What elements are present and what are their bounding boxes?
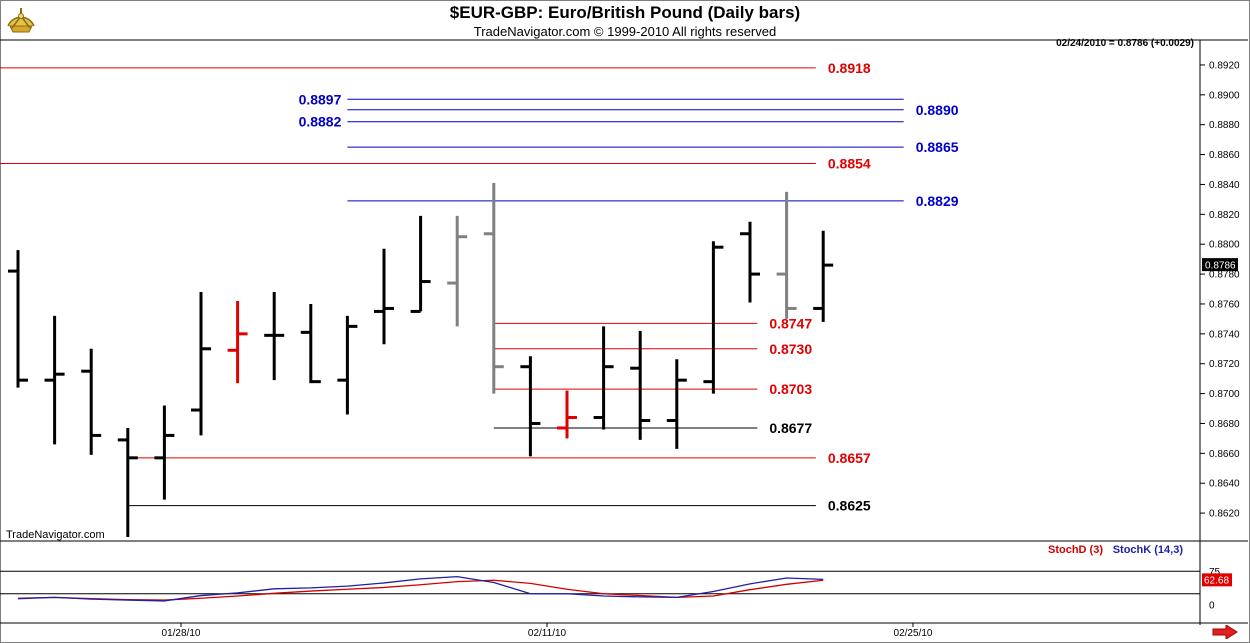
price-tick-label: 0.8820 [1209,210,1240,221]
stoch-tick-label: 0 [1209,601,1215,612]
price-tick-label: 0.8700 [1209,389,1240,400]
stochastic-panel: 75 0 StochD (3) StochK (14,3) 62.68 [0,544,1232,612]
last-price-box [1202,258,1238,272]
price-tick-label: 0.8640 [1209,479,1240,490]
ohlc-bars [8,182,834,538]
price-tick-label: 0.8760 [1209,299,1240,310]
stoch-last-box [1202,573,1232,587]
price-tick-label: 0.8780 [1209,270,1240,281]
right-arrow-icon[interactable] [1212,625,1238,639]
stoch-last-label: 62.68 [1204,575,1229,586]
watermark: TradeNavigator.com [6,529,105,541]
price-tick-label: 0.8740 [1209,329,1240,340]
chart-title: $EUR-GBP: Euro/British Pound (Daily bars… [449,3,801,22]
level-label: 0.8657 [828,450,871,466]
level-label: 0.8677 [769,420,812,436]
price-tick-label: 0.8720 [1209,359,1240,370]
date-axis: 01/28/10 02/11/10 02/25/10 [162,623,933,639]
price-tick-label: 0.8620 [1209,509,1240,520]
price-tick-label: 0.8660 [1209,449,1240,460]
level-label: 0.8703 [769,381,812,397]
price-tick-label: 0.8840 [1209,180,1240,191]
price-tick-label: 0.8680 [1209,419,1240,430]
level-label: 0.8890 [916,102,959,118]
price-tick-label: 0.8800 [1209,240,1240,251]
last-quote: 02/24/2010 = 0.8786 (+0.0029) [1056,38,1194,49]
level-lines: 0.8918 0.8897 0.8890 0.8882 0.8865 0.8854 0.88… [0,60,959,514]
stoch-line [17,575,824,602]
date-tick-label: 01/28/10 [162,628,201,639]
price-tick-label: 0.8900 [1209,90,1240,101]
price-tick-label: 0.8880 [1209,120,1240,131]
price-tick-label: 0.8860 [1209,150,1240,161]
sextant-logo-icon[interactable] [4,6,38,36]
level-label: 0.8897 [299,91,342,107]
stoch-tick-label: 75 [1209,567,1221,578]
price-tick-label: 0.8920 [1209,60,1240,71]
last-price-label: 0.8786 [1205,261,1236,272]
level-label: 0.8918 [828,60,871,76]
date-tick-label: 02/25/10 [894,628,933,639]
level-label: 0.8865 [916,139,959,155]
level-label: 0.8730 [769,341,812,357]
level-label: 0.8854 [828,156,871,172]
stoch-k-legend: StochK (14,3) [1113,544,1184,556]
stoch-d-legend: StochD (3) [1048,544,1103,556]
date-tick-label: 02/11/10 [528,628,567,639]
level-label: 0.8882 [299,114,342,130]
copyright-subtitle: TradeNavigator.com © 1999-2010 All right… [473,24,777,39]
level-label: 0.8747 [769,315,812,331]
level-label: 0.8625 [828,498,871,514]
level-label: 0.8829 [916,193,959,209]
stoch-line [17,579,824,601]
price-axis: 0.8920 0.8900 0.8880 0.8860 0.8840 0.8820 0.88… [0,39,1248,625]
